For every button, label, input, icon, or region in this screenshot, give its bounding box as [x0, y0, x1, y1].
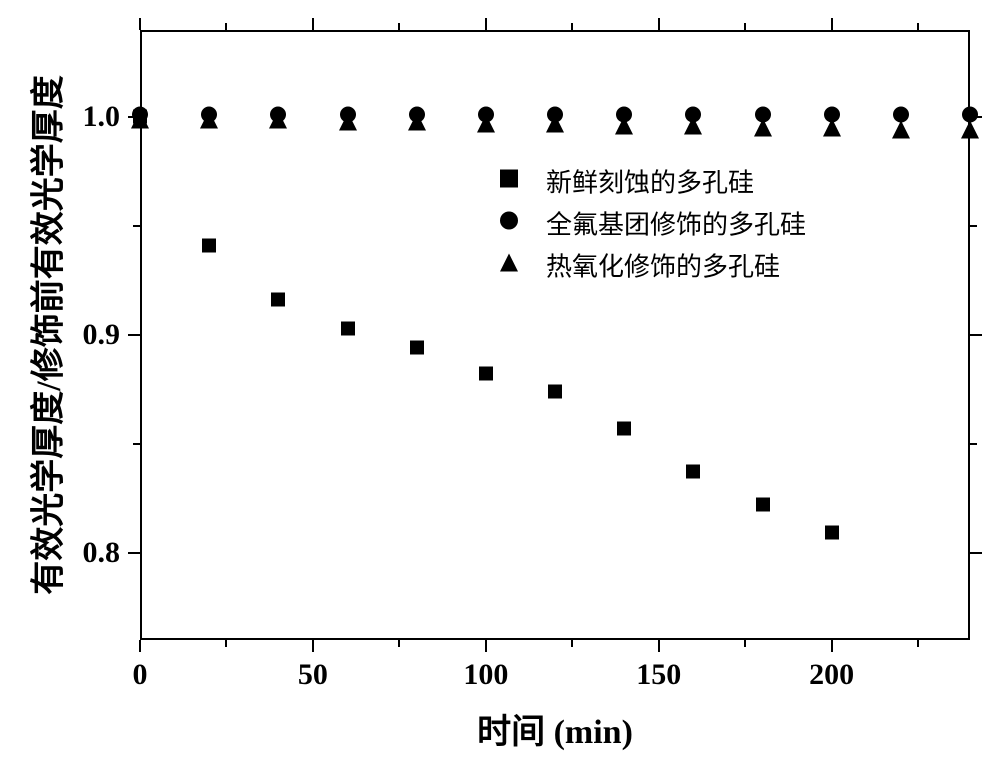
data-point-thermal: [131, 110, 149, 133]
data-point-fresh: [617, 421, 631, 440]
data-point-thermal: [408, 112, 426, 135]
x-tick-label: 0: [133, 658, 148, 692]
axis-tick: [312, 640, 314, 652]
data-point-thermal: [269, 110, 287, 133]
data-point-fresh: [825, 526, 839, 545]
axis-tick: [970, 552, 982, 554]
axis-tick: [139, 18, 141, 30]
y-tick-label: 1.0: [83, 100, 121, 134]
axis-tick: [485, 18, 487, 30]
legend-label: 新鲜刻蚀的多孔硅: [546, 163, 754, 200]
data-point-fresh: [271, 293, 285, 312]
data-point-thermal: [339, 112, 357, 135]
x-tick-label: 200: [809, 658, 854, 692]
y-tick-label: 0.9: [83, 318, 121, 352]
legend-label: 热氧化修饰的多孔硅: [546, 247, 780, 284]
axis-tick: [485, 640, 487, 652]
data-point-thermal: [546, 114, 564, 137]
axis-tick: [128, 334, 140, 336]
data-point-fresh: [756, 498, 770, 517]
data-point-thermal: [754, 119, 772, 142]
y-axis-title-text: 有效光学厚度/修饰前有效光学厚度: [31, 75, 68, 594]
data-point-fresh: [202, 238, 216, 257]
axis-tick: [658, 640, 660, 652]
y-axis-title: 有效光学厚度/修饰前有效光学厚度: [21, 75, 70, 594]
axis-tick: [831, 18, 833, 30]
data-point-thermal: [961, 121, 979, 144]
data-point-thermal: [823, 119, 841, 142]
axis-tick: [917, 23, 919, 30]
data-point-thermal: [615, 117, 633, 140]
axis-tick: [970, 225, 977, 227]
y-tick-label: 0.8: [83, 536, 121, 570]
data-point-thermal: [477, 114, 495, 137]
data-point-fresh: [410, 341, 424, 360]
axis-tick: [744, 640, 746, 647]
x-tick-label: 150: [636, 658, 681, 692]
x-tick-label: 50: [298, 658, 328, 692]
axis-tick: [133, 225, 140, 227]
legend-label: 全氟基团修饰的多孔硅: [546, 205, 806, 242]
data-point-fresh: [548, 384, 562, 403]
axis-tick: [312, 18, 314, 30]
x-axis-title-text: 时间 (min): [477, 714, 633, 751]
axis-tick: [128, 552, 140, 554]
axis-tick: [133, 443, 140, 445]
square-icon: [500, 170, 518, 193]
data-point-fresh: [341, 321, 355, 340]
axis-tick: [831, 640, 833, 652]
data-point-fresh: [479, 367, 493, 386]
axis-tick: [225, 640, 227, 647]
axis-tick: [970, 443, 977, 445]
triangle-icon: [500, 254, 518, 277]
axis-tick: [571, 23, 573, 30]
axis-tick: [398, 23, 400, 30]
axis-tick: [970, 334, 982, 336]
data-point-thermal: [200, 110, 218, 133]
data-point-thermal: [684, 117, 702, 140]
circle-icon: [500, 212, 518, 235]
x-axis-title: 时间 (min): [477, 704, 633, 753]
axis-tick: [225, 23, 227, 30]
axis-tick: [398, 640, 400, 647]
data-point-thermal: [892, 121, 910, 144]
axis-tick: [744, 23, 746, 30]
axis-tick: [139, 640, 141, 652]
axis-tick: [571, 640, 573, 647]
axis-tick: [917, 640, 919, 647]
data-point-fresh: [686, 465, 700, 484]
axis-tick: [658, 18, 660, 30]
x-tick-label: 100: [463, 658, 508, 692]
chart-container: 有效光学厚度/修饰前有效光学厚度 时间 (min) 新鲜刻蚀的多孔硅全氟基团修饰…: [0, 0, 1000, 758]
